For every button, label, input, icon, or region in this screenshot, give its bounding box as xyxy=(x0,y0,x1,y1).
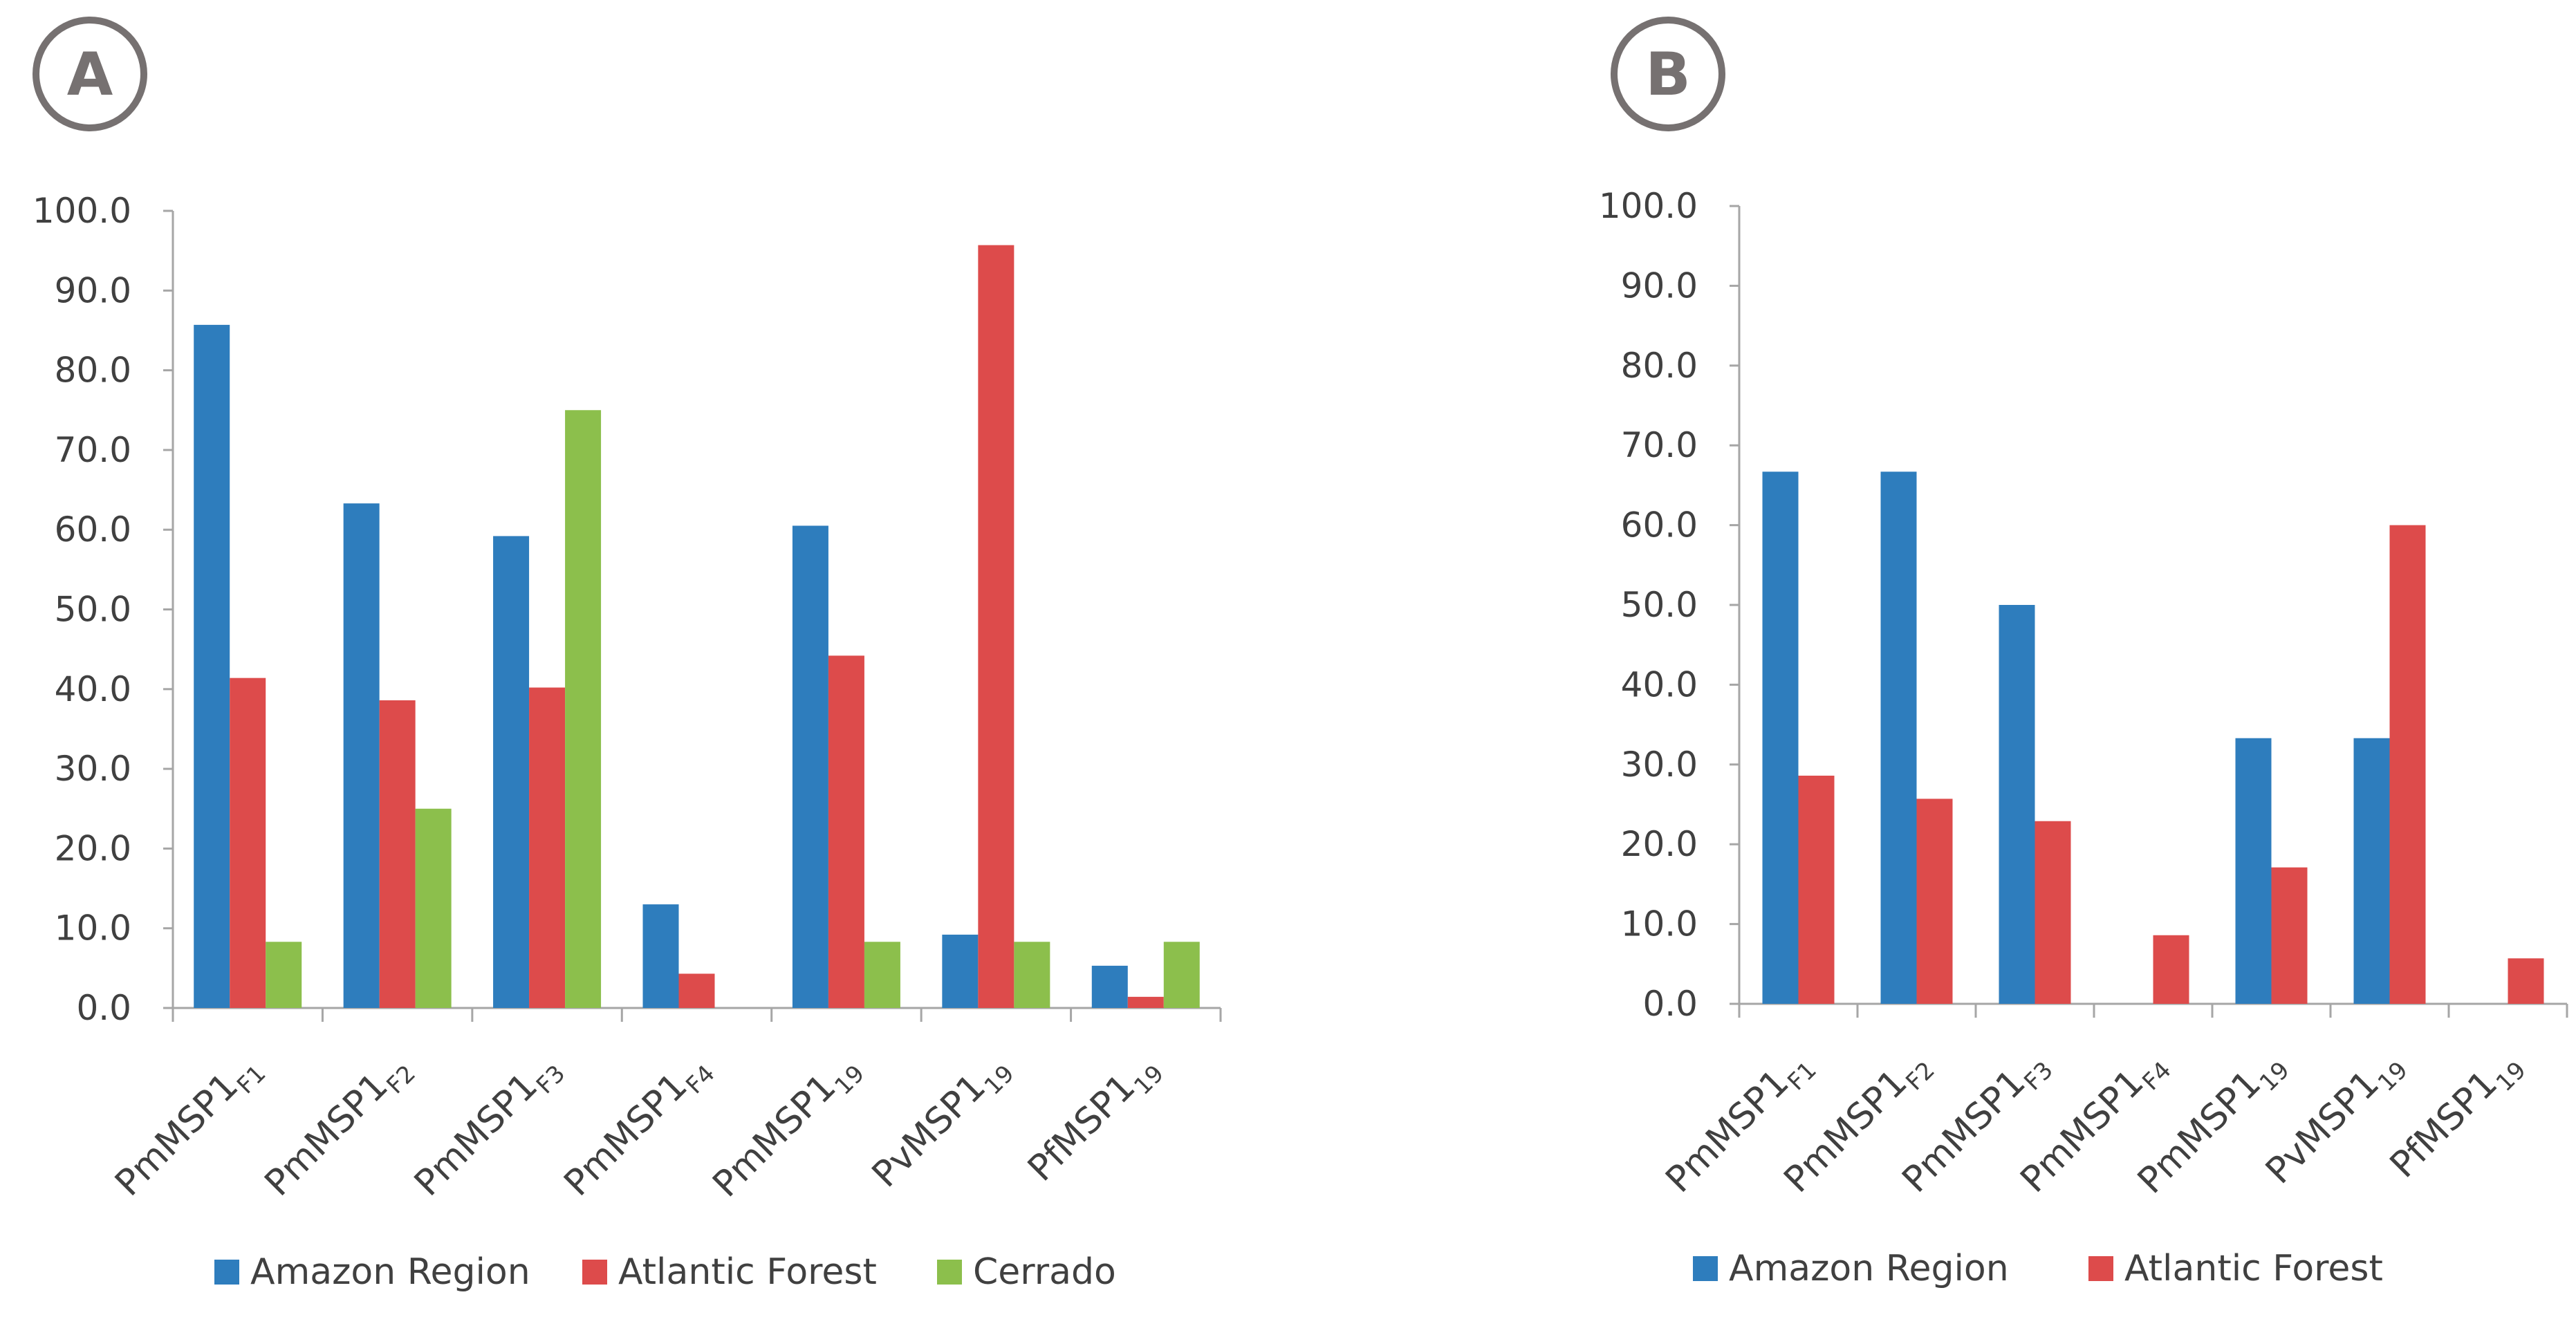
bar-atlantic-forest-pmmsp1f2 xyxy=(379,700,416,1008)
bar-amazon-region-pvmsp119 xyxy=(2353,738,2390,1004)
y-tick-label: 20.0 xyxy=(55,828,131,868)
bar-atlantic-forest-pmmsp1f4 xyxy=(678,973,715,1008)
bar-amazon-region-pmmsp1f2 xyxy=(1880,471,1917,1004)
bar-amazon-region-pmmsp119 xyxy=(792,525,828,1008)
y-tick-label: 100.0 xyxy=(1599,186,1698,226)
bar-amazon-region-pmmsp1f3 xyxy=(1999,605,2035,1004)
bar-atlantic-forest-pmmsp119 xyxy=(828,655,864,1008)
bar-atlantic-forest-pfmsp119 xyxy=(1127,996,1164,1008)
y-tick-label: 30.0 xyxy=(1621,745,1698,785)
y-tick-label: 80.0 xyxy=(55,351,131,391)
bar-atlantic-forest-pmmsp1f2 xyxy=(1916,799,1953,1004)
y-tick-label: 50.0 xyxy=(1621,585,1698,625)
panel-b-letter: B xyxy=(1645,40,1691,109)
bar-atlantic-forest-pvmsp119 xyxy=(2389,525,2426,1004)
bar-cerrado-pmmsp1f2 xyxy=(415,808,452,1008)
legend-label-amazon-region: Amazon Region xyxy=(250,1251,530,1293)
y-tick-label: 20.0 xyxy=(1621,824,1698,864)
y-tick-label: 50.0 xyxy=(55,590,131,630)
y-tick-label: 10.0 xyxy=(1621,904,1698,944)
y-tick-label: 60.0 xyxy=(1621,505,1698,545)
legend-label-cerrado: Cerrado xyxy=(973,1251,1116,1293)
bar-atlantic-forest-pmmsp1f1 xyxy=(230,678,266,1008)
y-tick-label: 40.0 xyxy=(1621,664,1698,704)
bar-atlantic-forest-pfmsp119 xyxy=(2508,958,2544,1004)
bar-atlantic-forest-pmmsp1f3 xyxy=(2035,821,2071,1004)
bar-amazon-region-pvmsp119 xyxy=(942,934,979,1008)
y-tick-label: 0.0 xyxy=(1642,984,1698,1024)
bar-amazon-region-pfmsp119 xyxy=(1091,965,1128,1008)
bar-cerrado-pfmsp119 xyxy=(1163,942,1200,1008)
legend-swatch-amazon-region xyxy=(214,1260,239,1285)
bar-amazon-region-pmmsp119 xyxy=(2235,738,2272,1004)
bar-amazon-region-pmmsp1f1 xyxy=(1762,471,1799,1004)
bar-atlantic-forest-pmmsp1f1 xyxy=(1798,775,1835,1004)
bar-cerrado-pmmsp119 xyxy=(864,942,900,1008)
bar-atlantic-forest-pmmsp1f4 xyxy=(2153,935,2189,1004)
bar-atlantic-forest-pvmsp119 xyxy=(978,245,1014,1009)
y-tick-label: 60.0 xyxy=(55,510,131,550)
y-tick-label: 30.0 xyxy=(55,749,131,789)
bar-amazon-region-pmmsp1f1 xyxy=(194,324,230,1008)
y-tick-label: 80.0 xyxy=(1621,346,1698,386)
legend-swatch-atlantic-forest xyxy=(582,1260,607,1285)
bar-amazon-region-pmmsp1f4 xyxy=(642,904,679,1008)
bar-atlantic-forest-pmmsp119 xyxy=(2271,867,2308,1004)
bar-amazon-region-pmmsp1f3 xyxy=(493,536,530,1008)
legend-label-amazon-region: Amazon Region xyxy=(1729,1248,2009,1289)
y-tick-label: 70.0 xyxy=(1621,425,1698,465)
bar-cerrado-pvmsp119 xyxy=(1014,942,1050,1008)
panel-b-label-circle xyxy=(1611,17,1725,131)
y-tick-label: 90.0 xyxy=(55,270,131,310)
panel-a-letter: A xyxy=(67,40,113,109)
bar-atlantic-forest-pmmsp1f3 xyxy=(529,687,566,1008)
y-tick-label: 90.0 xyxy=(1621,265,1698,306)
bar-cerrado-pmmsp1f1 xyxy=(266,942,302,1008)
bar-cerrado-pmmsp1f3 xyxy=(565,410,602,1008)
legend-swatch-atlantic-forest xyxy=(2088,1256,2113,1281)
y-tick-label: 100.0 xyxy=(33,191,131,231)
legend-swatch-amazon-region xyxy=(1693,1256,1718,1281)
y-tick-label: 10.0 xyxy=(55,908,131,949)
legend-label-atlantic-forest: Atlantic Forest xyxy=(2124,1248,2383,1289)
y-tick-label: 70.0 xyxy=(55,430,131,470)
legend-swatch-cerrado xyxy=(937,1260,962,1285)
panel-a-label-circle xyxy=(33,17,147,131)
bar-amazon-region-pmmsp1f2 xyxy=(343,503,380,1008)
y-tick-label: 40.0 xyxy=(55,669,131,709)
legend-label-atlantic-forest: Atlantic Forest xyxy=(618,1251,877,1293)
y-tick-label: 0.0 xyxy=(76,988,131,1028)
